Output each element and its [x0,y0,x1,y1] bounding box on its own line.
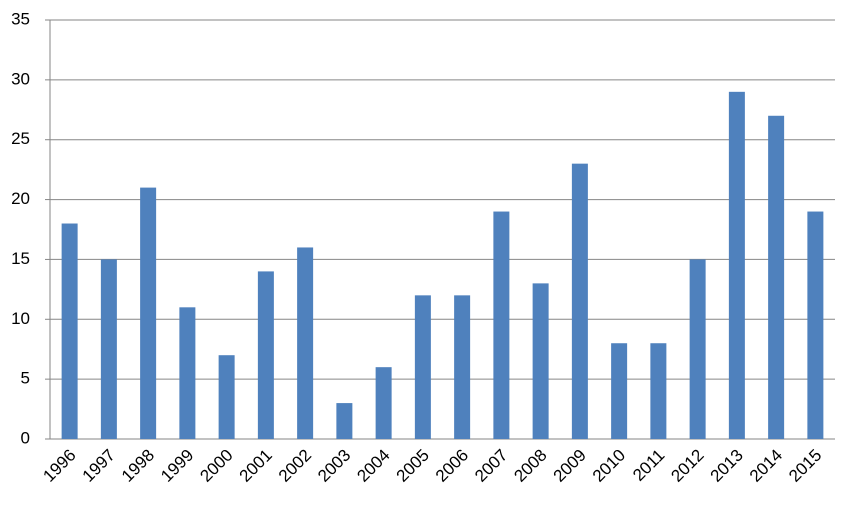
bar [61,223,78,439]
bar [218,355,235,439]
x-tick-label: 1997 [79,446,119,486]
bar [650,343,667,439]
y-tick-label: 20 [11,189,30,208]
x-tick-label: 2009 [550,446,590,486]
y-tick-label: 5 [21,369,30,388]
bar [297,247,314,439]
x-tick-label: 2012 [667,446,707,486]
x-tick-label: 2007 [471,446,511,486]
x-tick-label: 2002 [275,446,315,486]
bar [257,271,274,439]
bar [454,295,471,439]
x-tick-label: 1998 [118,446,158,486]
bar [807,211,824,439]
x-tick-label: 1996 [39,446,79,486]
x-tick-label: 2006 [432,446,472,486]
bar [611,343,628,439]
y-tick-label: 15 [11,249,30,268]
bar [179,307,196,439]
x-tick-label: 2014 [746,446,786,486]
y-tick-label: 25 [11,129,30,148]
bar [728,91,745,439]
x-tick-label: 2013 [707,446,747,486]
bar [140,187,157,439]
bar [100,259,117,439]
x-tick-label: 2000 [196,446,236,486]
y-tick-label: 0 [21,428,30,447]
x-tick-label: 2005 [393,446,433,486]
x-tick-label: 2003 [314,446,354,486]
y-tick-label: 30 [11,69,30,88]
x-tick-label: 1999 [157,446,197,486]
x-tick-label: 2010 [589,446,629,486]
x-tick-label: 2011 [629,446,668,485]
bar [571,163,588,439]
bar [336,403,353,439]
x-tick-label: 2008 [510,446,550,486]
bar [768,115,785,440]
x-tick-label: 2015 [785,446,825,486]
bar [493,211,510,439]
bar [532,283,549,439]
y-tick-label: 10 [11,309,30,328]
bar [375,367,392,439]
y-tick-label: 35 [11,9,30,28]
x-tick-label: 2004 [353,446,393,486]
x-tick-label: 2001 [236,446,276,486]
bar [414,295,431,439]
bar [689,259,706,439]
